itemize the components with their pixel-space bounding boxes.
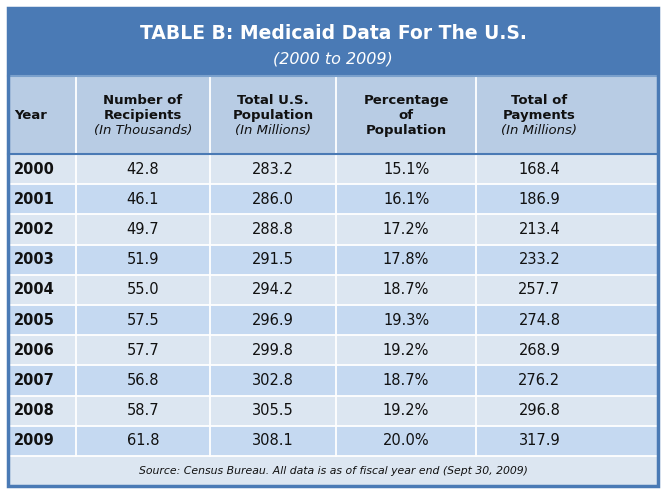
Bar [8, 456, 658, 486]
Text: 55.0: 55.0 [127, 283, 159, 297]
Text: Percentage: Percentage [364, 93, 449, 107]
Text: 291.5: 291.5 [252, 252, 294, 267]
Text: 302.8: 302.8 [252, 373, 294, 388]
Text: 286.0: 286.0 [252, 192, 294, 207]
Text: 168.4: 168.4 [519, 162, 560, 176]
Text: 2005: 2005 [14, 313, 55, 328]
Bar [8, 366, 658, 396]
Text: Year: Year [14, 109, 47, 122]
Text: of: of [398, 109, 414, 122]
Text: 299.8: 299.8 [252, 343, 294, 358]
Text: Total of: Total of [511, 93, 567, 107]
Text: 18.7%: 18.7% [383, 373, 430, 388]
Bar [8, 245, 658, 275]
Text: Population: Population [232, 109, 314, 122]
Text: 42.8: 42.8 [127, 162, 159, 176]
Text: 57.7: 57.7 [127, 343, 159, 358]
Text: 20.0%: 20.0% [383, 433, 430, 449]
Text: 46.1: 46.1 [127, 192, 159, 207]
Text: 294.2: 294.2 [252, 283, 294, 297]
Bar [8, 305, 658, 335]
Text: 49.7: 49.7 [127, 222, 159, 237]
Text: TABLE B: Medicaid Data For The U.S.: TABLE B: Medicaid Data For The U.S. [140, 24, 526, 43]
Text: 61.8: 61.8 [127, 433, 159, 449]
Text: 2003: 2003 [14, 252, 55, 267]
Text: 51.9: 51.9 [127, 252, 159, 267]
Text: 57.5: 57.5 [127, 313, 159, 328]
Text: 233.2: 233.2 [519, 252, 560, 267]
Text: 58.7: 58.7 [127, 403, 159, 418]
Text: 288.8: 288.8 [252, 222, 294, 237]
Text: 296.9: 296.9 [252, 313, 294, 328]
Text: 16.1%: 16.1% [383, 192, 430, 207]
Text: 18.7%: 18.7% [383, 283, 430, 297]
Text: 15.1%: 15.1% [383, 162, 430, 176]
Text: 257.7: 257.7 [518, 283, 560, 297]
Bar [8, 184, 658, 214]
Text: Source: Census Bureau. All data is as of fiscal year end (Sept 30, 2009): Source: Census Bureau. All data is as of… [139, 466, 527, 476]
Text: 2000: 2000 [14, 162, 55, 176]
Text: Recipients: Recipients [104, 109, 182, 122]
Text: 2001: 2001 [14, 192, 55, 207]
Text: 213.4: 213.4 [519, 222, 560, 237]
Text: 186.9: 186.9 [519, 192, 560, 207]
Bar [8, 154, 658, 184]
Text: 2008: 2008 [14, 403, 55, 418]
Text: 2009: 2009 [14, 433, 55, 449]
Text: 276.2: 276.2 [518, 373, 560, 388]
Text: 2002: 2002 [14, 222, 55, 237]
Text: 317.9: 317.9 [519, 433, 560, 449]
Bar [8, 426, 658, 456]
Text: 274.8: 274.8 [518, 313, 560, 328]
Text: (2000 to 2009): (2000 to 2009) [273, 51, 393, 67]
Text: (In Millions): (In Millions) [235, 124, 311, 136]
Text: (In Thousands): (In Thousands) [94, 124, 192, 136]
Text: (In Millions): (In Millions) [501, 124, 577, 136]
Bar [8, 76, 658, 154]
Text: 17.2%: 17.2% [383, 222, 430, 237]
Bar [8, 8, 658, 76]
Text: Population: Population [366, 124, 447, 136]
Text: 17.8%: 17.8% [383, 252, 430, 267]
Text: 56.8: 56.8 [127, 373, 159, 388]
Bar [8, 396, 658, 426]
Bar [8, 214, 658, 245]
Text: 19.3%: 19.3% [383, 313, 429, 328]
Text: 2006: 2006 [14, 343, 55, 358]
Text: 308.1: 308.1 [252, 433, 294, 449]
Text: 19.2%: 19.2% [383, 403, 430, 418]
Text: Payments: Payments [503, 109, 576, 122]
Text: 296.8: 296.8 [518, 403, 560, 418]
Text: 2004: 2004 [14, 283, 55, 297]
Text: 2007: 2007 [14, 373, 55, 388]
Text: 283.2: 283.2 [252, 162, 294, 176]
Bar [8, 335, 658, 366]
Text: 305.5: 305.5 [252, 403, 294, 418]
Bar [8, 275, 658, 305]
Text: Total U.S.: Total U.S. [237, 93, 309, 107]
Text: Number of: Number of [103, 93, 182, 107]
Text: 268.9: 268.9 [518, 343, 560, 358]
Text: 19.2%: 19.2% [383, 343, 430, 358]
